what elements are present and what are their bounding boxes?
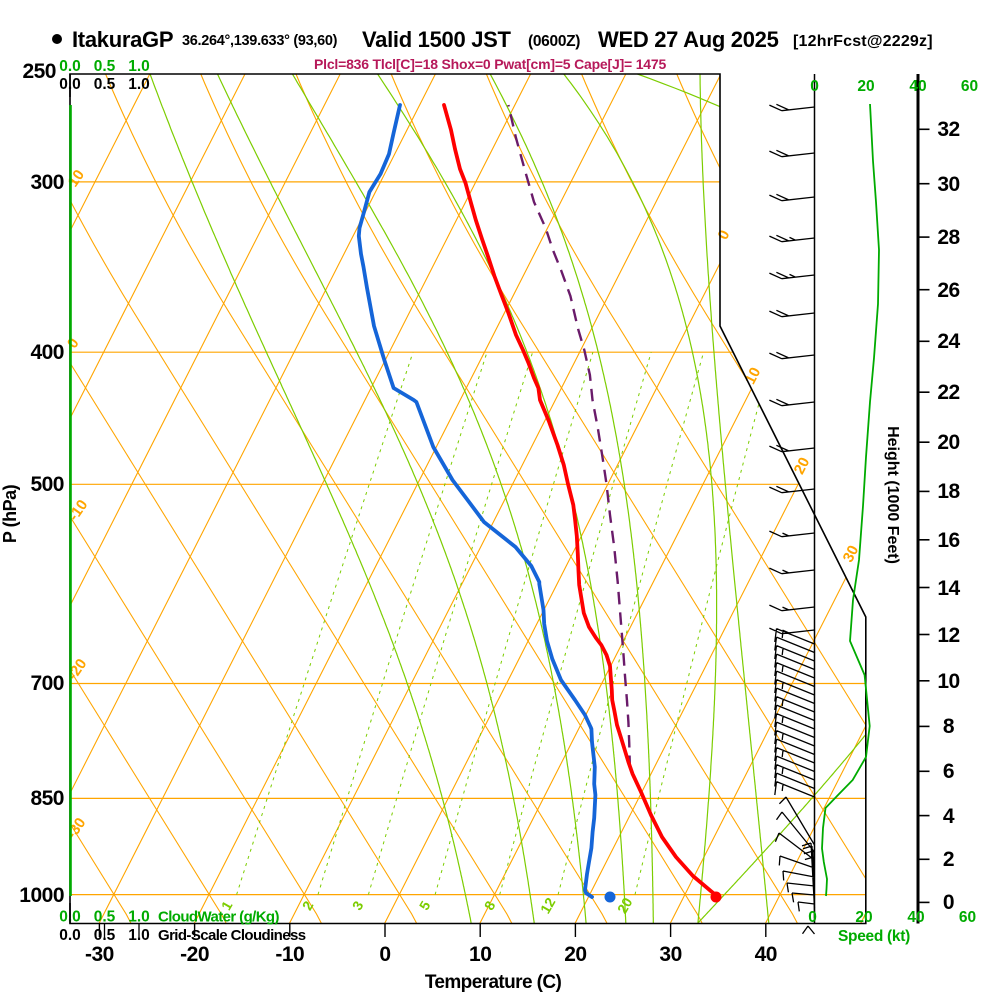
svg-text:30: 30 [937,173,959,196]
svg-text:250: 250 [22,60,56,83]
svg-text:0.5: 0.5 [94,909,116,926]
svg-text:[12hrFcst@2229z]: [12hrFcst@2229z] [793,33,933,50]
svg-text:6: 6 [943,760,954,783]
svg-text:400: 400 [30,341,64,364]
svg-text:40: 40 [909,78,926,95]
svg-text:2: 2 [943,848,954,871]
svg-text:36.264°,139.633° (93,60): 36.264°,139.633° (93,60) [182,33,338,49]
svg-text:4: 4 [943,805,955,828]
svg-text:850: 850 [30,787,64,810]
svg-text:WED 27 Aug 2025: WED 27 Aug 2025 [598,27,779,52]
svg-text:10: 10 [469,943,491,966]
svg-text:12: 12 [537,895,559,917]
svg-text:20: 20 [564,943,586,966]
svg-text:20: 20 [791,455,814,478]
svg-text:(0600Z): (0600Z) [528,33,580,50]
svg-text:40: 40 [907,909,924,926]
svg-text:0.5: 0.5 [94,76,116,93]
svg-text:0: 0 [943,891,954,914]
svg-text:10: 10 [937,670,959,693]
svg-text:0.0: 0.0 [59,58,81,75]
svg-text:40: 40 [755,943,777,966]
svg-text:32: 32 [937,118,959,141]
svg-text:Grid-Scale Cloudiness: Grid-Scale Cloudiness [158,927,306,944]
svg-text:0.5: 0.5 [94,58,116,75]
svg-text:20: 20 [855,909,872,926]
svg-text:1.0: 1.0 [128,76,150,93]
svg-text:18: 18 [937,480,960,503]
svg-text:0: 0 [810,78,819,95]
svg-text:-20: -20 [180,943,209,966]
svg-text:300: 300 [30,171,64,194]
svg-text:P (hPa): P (hPa) [0,484,20,543]
svg-text:0: 0 [379,943,390,966]
svg-text:26: 26 [937,279,959,302]
svg-text:Speed (kt): Speed (kt) [838,928,910,945]
svg-text:20: 20 [937,431,959,454]
svg-text:700: 700 [30,672,64,695]
svg-text:Plcl=836 Tlcl[C]=18 Shox=0 Pwa: Plcl=836 Tlcl[C]=18 Shox=0 Pwat[cm]=5 Ca… [314,56,666,72]
svg-text:20: 20 [614,895,636,917]
svg-text:30: 30 [840,543,863,566]
svg-text:1.0: 1.0 [128,58,150,75]
svg-text:1000: 1000 [19,884,64,907]
svg-text:1.0: 1.0 [128,909,150,926]
svg-text:12: 12 [937,624,959,647]
svg-text:0.0: 0.0 [59,927,81,944]
svg-text:ItakuraGP: ItakuraGP [72,27,173,52]
svg-text:14: 14 [937,577,960,600]
svg-text:Valid 1500 JST: Valid 1500 JST [362,27,512,52]
svg-text:CloudWater (g/Kg): CloudWater (g/Kg) [158,909,279,926]
svg-text:-30: -30 [85,943,114,966]
svg-text:-10: -10 [275,943,304,966]
svg-text:30: 30 [659,943,681,966]
svg-text:24: 24 [937,330,960,353]
svg-text:Height (1000 Feet): Height (1000 Feet) [884,426,901,564]
svg-text:60: 60 [961,78,978,95]
svg-text:20: 20 [857,78,874,95]
svg-text:16: 16 [937,529,959,552]
svg-text:22: 22 [937,381,959,404]
svg-text:8: 8 [943,715,955,738]
svg-text:0: 0 [808,909,817,926]
svg-text:500: 500 [30,473,64,496]
svg-text:Temperature (C): Temperature (C) [425,972,562,993]
svg-text:60: 60 [959,909,976,926]
svg-text:28: 28 [937,226,960,249]
